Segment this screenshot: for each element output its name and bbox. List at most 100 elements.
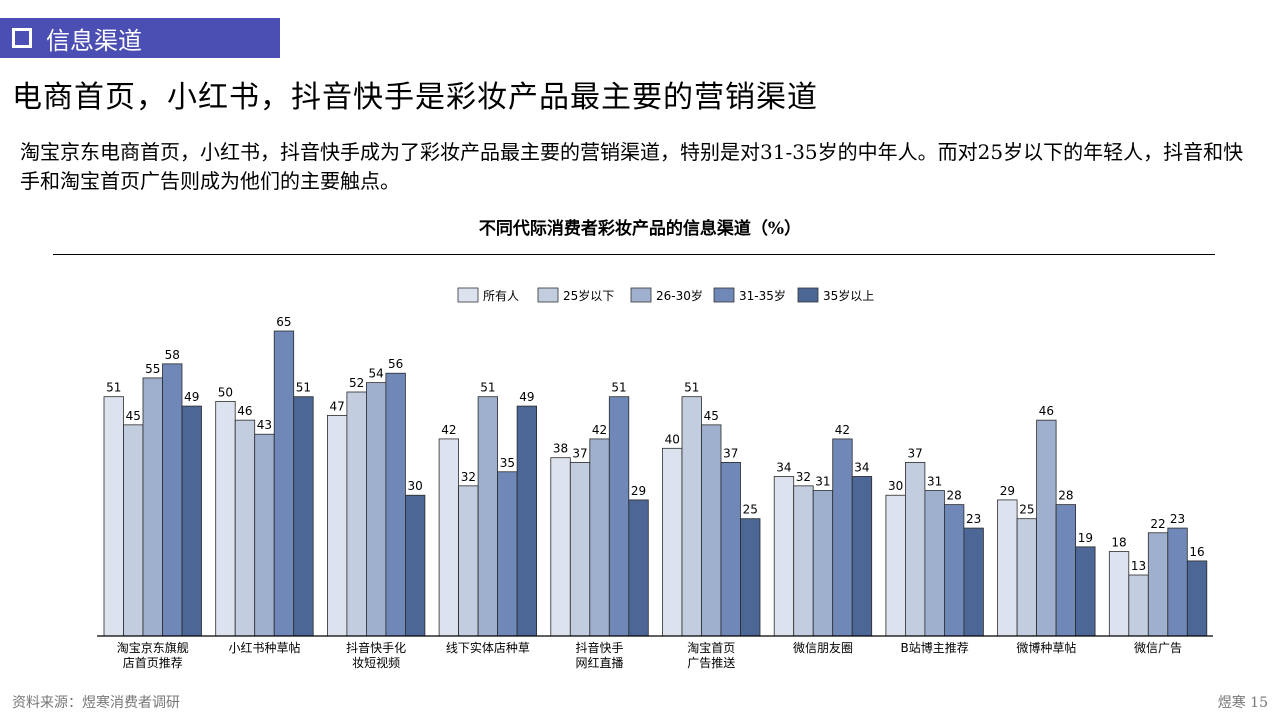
data-label: 37	[723, 446, 738, 460]
bar-group: 38 37 42 51 29	[550, 381, 649, 637]
category-label: 微信朋友圈	[793, 641, 853, 655]
bar-group: 29 25 46 28 19	[997, 404, 1096, 637]
bar-group: 50 46 43 65 51	[215, 315, 314, 637]
page-number: 煜寒 15	[1217, 695, 1268, 711]
bar	[293, 396, 314, 637]
category-label: 抖音快手	[576, 640, 624, 655]
legend-swatch	[713, 287, 735, 303]
bar	[254, 433, 275, 637]
data-label: 42	[592, 423, 607, 437]
bar-group: 40 51 45 37 25	[662, 381, 761, 637]
bar	[123, 424, 144, 637]
bar	[497, 471, 518, 637]
bar	[720, 461, 741, 637]
data-label: 52	[349, 376, 364, 390]
bar	[924, 490, 945, 637]
data-label: 45	[704, 409, 719, 423]
bar	[608, 396, 630, 637]
bar	[1186, 560, 1208, 637]
category-label: 妆短视频	[352, 655, 400, 670]
bar	[273, 330, 295, 637]
legend-swatch	[537, 287, 559, 303]
category-label: 网红直播	[576, 655, 624, 670]
legend-swatch	[797, 287, 819, 303]
data-label: 35	[500, 456, 515, 470]
bar	[234, 419, 256, 637]
bar	[773, 476, 795, 637]
bar	[215, 400, 236, 637]
bar	[569, 461, 591, 637]
data-label: 65	[276, 315, 291, 329]
data-label: 34	[854, 460, 869, 474]
category-label: B站博主推荐	[901, 640, 969, 655]
bar	[997, 499, 1018, 637]
bar	[944, 504, 965, 637]
data-label: 45	[126, 409, 141, 423]
bar	[1055, 504, 1076, 637]
legend-item: 所有人	[457, 287, 519, 303]
data-label: 13	[1131, 559, 1146, 573]
legend-label: 31-35岁	[739, 288, 786, 303]
bar	[346, 391, 367, 637]
bar-group: 34 32 31 42 34	[773, 423, 873, 637]
bar	[1108, 551, 1130, 637]
square-icon	[12, 28, 32, 48]
data-label: 54	[369, 367, 384, 381]
legend-item: 25岁以下	[537, 287, 614, 303]
category-label: 店首页推荐	[123, 656, 183, 670]
bar	[963, 527, 984, 637]
bar	[812, 490, 834, 637]
legend-item: 26-30岁	[630, 287, 703, 303]
legend-label: 35岁以上	[823, 288, 874, 303]
data-label: 51	[684, 381, 699, 395]
data-label: 22	[1150, 517, 1165, 531]
bar	[326, 415, 348, 637]
bar	[142, 377, 163, 637]
category-label: 淘宝首页	[687, 641, 735, 655]
bar	[438, 438, 460, 637]
data-label: 51	[611, 381, 626, 395]
data-label: 28	[1058, 489, 1073, 503]
bar-group: 51 45 55 58 49	[103, 348, 202, 637]
data-label: 34	[776, 460, 791, 474]
data-label: 16	[1189, 545, 1204, 559]
bar	[701, 424, 722, 637]
title-rule	[53, 254, 1215, 255]
bar	[1128, 574, 1149, 637]
data-label: 55	[145, 362, 160, 376]
summary-text: 淘宝京东电商首页，小红书，抖音快手成为了彩妆产品最主要的营销渠道，特别是对31-…	[20, 140, 1244, 193]
bar	[385, 372, 406, 637]
bar	[740, 518, 761, 637]
bar-groups: 51 45 55 58 49 50 46 43 65 51 47 52 54 56 30 42 32 51 35 49…	[103, 315, 1208, 637]
data-label: 42	[835, 423, 850, 437]
data-label: 25	[743, 503, 758, 517]
data-label: 31	[927, 475, 942, 489]
data-label: 46	[237, 404, 252, 418]
data-label: 29	[1000, 484, 1015, 498]
data-label: 19	[1078, 531, 1093, 545]
category-label: 微信广告	[1134, 641, 1182, 655]
legend-swatch	[457, 287, 479, 303]
data-label: 29	[631, 484, 646, 498]
data-label: 37	[572, 446, 587, 460]
data-label: 38	[553, 442, 568, 456]
section-tag-label: 信息渠道	[46, 26, 142, 55]
bar	[885, 494, 906, 637]
category-label: 小红书种草帖	[228, 640, 300, 655]
data-label: 18	[1111, 536, 1126, 550]
bar	[516, 405, 537, 637]
bar	[851, 476, 873, 637]
data-label: 49	[184, 390, 199, 404]
data-label: 51	[106, 381, 121, 395]
data-label: 46	[1039, 404, 1054, 418]
source-note: 资料来源：煜寒消费者调研	[12, 695, 180, 711]
category-label: 微博种草帖	[1016, 640, 1076, 655]
section-tag: 信息渠道	[0, 18, 280, 58]
bar	[905, 461, 926, 637]
bar	[162, 363, 183, 637]
bar-group: 47 52 54 56 30	[326, 357, 426, 637]
data-label: 23	[966, 512, 981, 526]
legend-item: 35岁以上	[797, 287, 874, 303]
category-label: 广告推送	[687, 655, 735, 670]
data-label: 40	[665, 432, 680, 446]
